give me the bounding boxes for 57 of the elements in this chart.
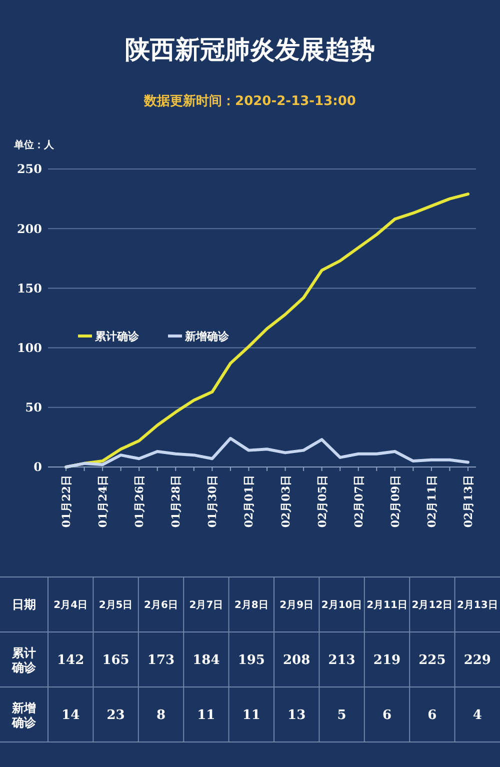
text: 2月4日 [54, 600, 88, 611]
x-tick-label: 01月30日 [206, 475, 220, 528]
line-series [64, 436, 470, 468]
text: 2月10日 [321, 600, 362, 611]
text: 229 [464, 653, 491, 668]
chart-subtitle: 数据更新时间：2020-2-13-13:00 [143, 93, 356, 109]
text: 165 [102, 653, 130, 668]
x-tick-label: 02月11日 [425, 475, 438, 528]
text: 6 [382, 708, 392, 724]
text: 23 [106, 708, 125, 724]
y-tick-label: 0 [34, 460, 42, 474]
x-tick-label: 02月03日 [279, 475, 292, 528]
text: 6 [428, 708, 437, 724]
x-tick-label: 02月09日 [388, 475, 402, 528]
x-tick-label: 01月22日 [60, 475, 73, 528]
text: 8 [156, 708, 166, 724]
text: 14 [62, 708, 80, 724]
text: 13 [288, 708, 306, 724]
y-tick-label: 250 [16, 162, 42, 176]
y-tick-label: 200 [16, 222, 42, 236]
chart-title: 陕西新冠肺炎发展趋势 [125, 35, 375, 64]
text: 2月5日 [98, 600, 133, 611]
text: 11 [242, 708, 260, 724]
text: 4 [472, 708, 482, 724]
text: 2月8日 [234, 600, 268, 611]
x-tick-label: 02月05日 [316, 475, 329, 528]
y-tick-label: 100 [16, 341, 42, 355]
text: 208 [283, 653, 310, 668]
text: 2月13日 [456, 600, 498, 611]
y-axis-title: 单位：人 [13, 139, 55, 151]
text: 2月9日 [280, 600, 314, 611]
text: 142 [57, 653, 84, 668]
x-tick-label: 01月28日 [170, 475, 183, 528]
text: 195 [238, 653, 265, 668]
legend-label: 新增确诊 [184, 330, 230, 343]
text: 184 [192, 653, 220, 668]
y-tick-label: 150 [16, 281, 42, 296]
text: 219 [373, 653, 401, 668]
text: 173 [147, 653, 175, 668]
text: 5 [337, 708, 346, 724]
y-tick-label: 50 [25, 400, 42, 415]
x-tick-label: 02月13日 [462, 475, 475, 528]
text: 日期 [12, 598, 36, 612]
x-tick-label: 02月01日 [242, 475, 256, 528]
text: 2月6日 [144, 600, 178, 611]
text: 新增确诊 [11, 701, 37, 730]
text: 2月11日 [366, 600, 408, 611]
text: 225 [418, 653, 446, 668]
legend-label: 累计确诊 [94, 330, 140, 343]
text: 11 [197, 708, 216, 724]
x-tick-label: 01月24日 [96, 475, 110, 528]
text: 213 [328, 653, 356, 668]
text: 2月7日 [189, 600, 224, 611]
text: 累计确诊 [11, 646, 37, 674]
text: 2月12日 [412, 600, 453, 611]
x-tick-label: 02月07日 [352, 475, 366, 528]
x-tick-label: 01月26日 [133, 475, 146, 528]
